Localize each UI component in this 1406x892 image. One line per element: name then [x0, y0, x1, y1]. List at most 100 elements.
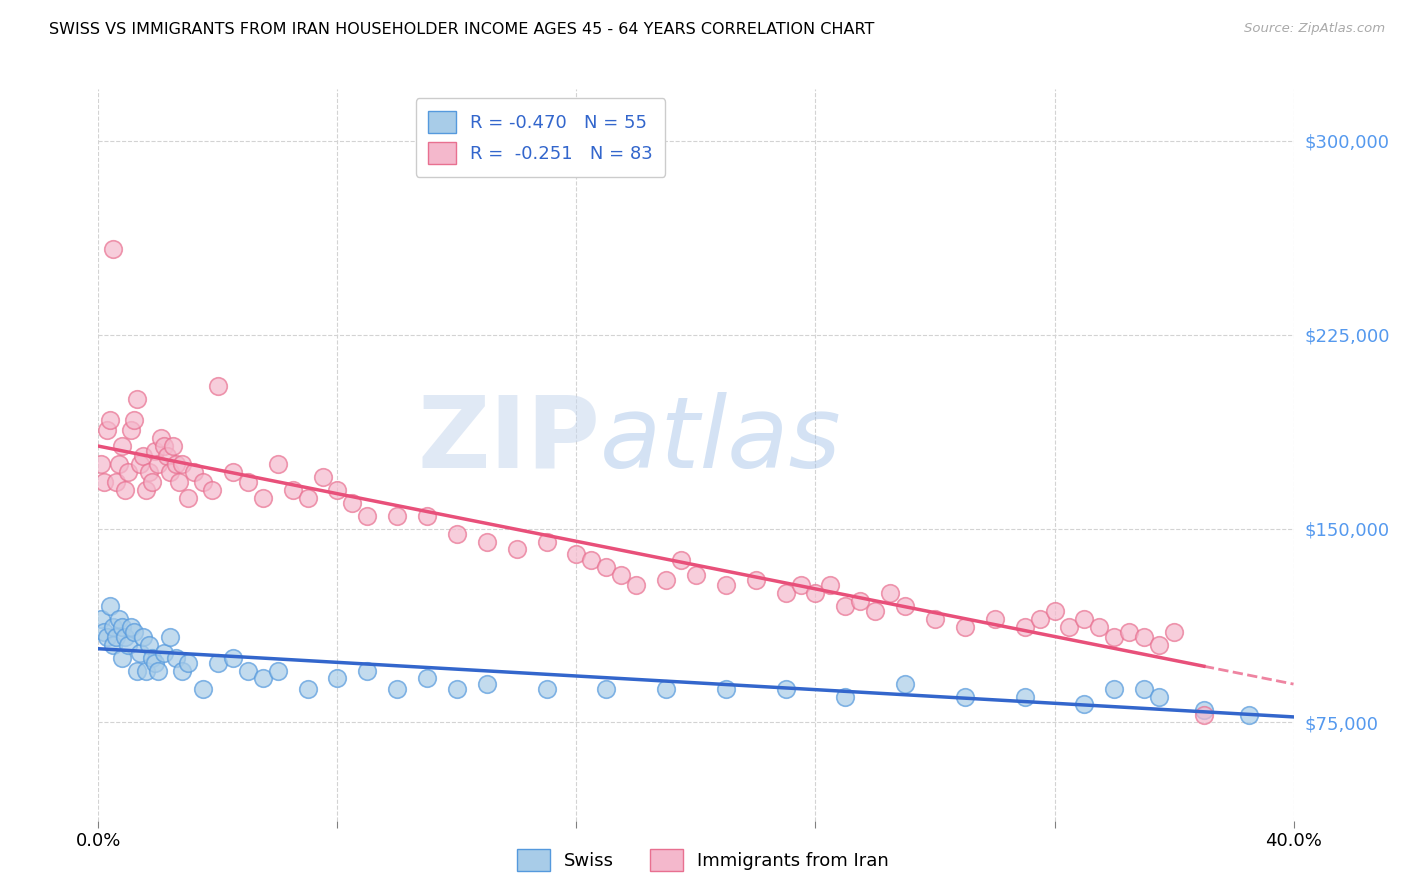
Point [669, 552, 692, 566]
Point [865, 604, 887, 618]
Point [311, 470, 333, 484]
Point [138, 465, 160, 479]
Point [565, 548, 588, 562]
Point [148, 457, 170, 471]
Point [953, 620, 976, 634]
Text: Source: ZipAtlas.com: Source: ZipAtlas.com [1244, 22, 1385, 36]
Point [879, 586, 901, 600]
Point [536, 534, 558, 549]
Point [834, 690, 856, 704]
Point [150, 431, 173, 445]
Point [111, 439, 134, 453]
Point [124, 413, 146, 427]
Point [159, 630, 181, 644]
Point [281, 483, 304, 497]
Point [207, 379, 229, 393]
Point [165, 457, 187, 471]
Point [1192, 707, 1215, 722]
Point [132, 449, 155, 463]
Point [1104, 630, 1126, 644]
Point [96, 423, 118, 437]
Point [141, 650, 163, 665]
Point [138, 638, 160, 652]
Point [626, 578, 648, 592]
Point [1118, 624, 1140, 639]
Point [222, 465, 245, 479]
Point [297, 681, 319, 696]
Point [1237, 707, 1260, 722]
Point [143, 656, 166, 670]
Point [924, 612, 946, 626]
Point [98, 413, 122, 427]
Point [775, 586, 797, 600]
Point [342, 496, 364, 510]
Point [894, 676, 917, 690]
Point [153, 646, 176, 660]
Point [655, 574, 678, 588]
Point [98, 599, 122, 614]
Point [1133, 630, 1156, 644]
Point [1147, 690, 1170, 704]
Point [804, 586, 827, 600]
Point [356, 664, 378, 678]
Point [105, 630, 128, 644]
Point [655, 681, 678, 696]
Point [1163, 624, 1185, 639]
Point [108, 612, 131, 626]
Point [127, 392, 149, 407]
Point [236, 475, 259, 489]
Point [1028, 612, 1050, 626]
Point [135, 664, 157, 678]
Point [1073, 698, 1095, 712]
Point [117, 465, 139, 479]
Point [132, 630, 155, 644]
Point [475, 534, 498, 549]
Point [129, 646, 152, 660]
Point [1088, 620, 1111, 634]
Point [111, 650, 134, 665]
Point [135, 483, 157, 497]
Point [103, 620, 125, 634]
Point [356, 508, 378, 523]
Point [93, 475, 115, 489]
Point [1073, 612, 1095, 626]
Point [475, 676, 498, 690]
Point [222, 650, 245, 665]
Point [90, 457, 112, 471]
Point [111, 620, 134, 634]
Point [252, 491, 274, 505]
Point [446, 681, 468, 696]
Point [714, 578, 737, 592]
Point [267, 457, 290, 471]
Point [849, 594, 872, 608]
Point [172, 664, 194, 678]
Point [252, 672, 274, 686]
Point [267, 664, 290, 678]
Point [167, 475, 190, 489]
Point [506, 542, 529, 557]
Point [416, 508, 439, 523]
Point [595, 560, 617, 574]
Point [114, 630, 136, 644]
Point [953, 690, 976, 704]
Point [156, 449, 179, 463]
Text: SWISS VS IMMIGRANTS FROM IRAN HOUSEHOLDER INCOME AGES 45 - 64 YEARS CORRELATION : SWISS VS IMMIGRANTS FROM IRAN HOUSEHOLDE… [49, 22, 875, 37]
Point [595, 681, 617, 696]
Point [714, 681, 737, 696]
Legend: R = -0.470   N = 55, R =  -0.251   N = 83: R = -0.470 N = 55, R = -0.251 N = 83 [416, 98, 665, 177]
Point [610, 568, 633, 582]
Point [984, 612, 1007, 626]
Legend: Swiss, Immigrants from Iran: Swiss, Immigrants from Iran [510, 842, 896, 879]
Point [162, 439, 184, 453]
Point [297, 491, 319, 505]
Point [581, 552, 603, 566]
Point [385, 508, 409, 523]
Point [177, 491, 200, 505]
Y-axis label: Householder Income Ages 45 - 64 years: Householder Income Ages 45 - 64 years [0, 289, 8, 621]
Point [153, 439, 176, 453]
Point [124, 624, 146, 639]
Point [172, 457, 194, 471]
Point [1104, 681, 1126, 696]
Point [105, 475, 128, 489]
Point [191, 681, 214, 696]
